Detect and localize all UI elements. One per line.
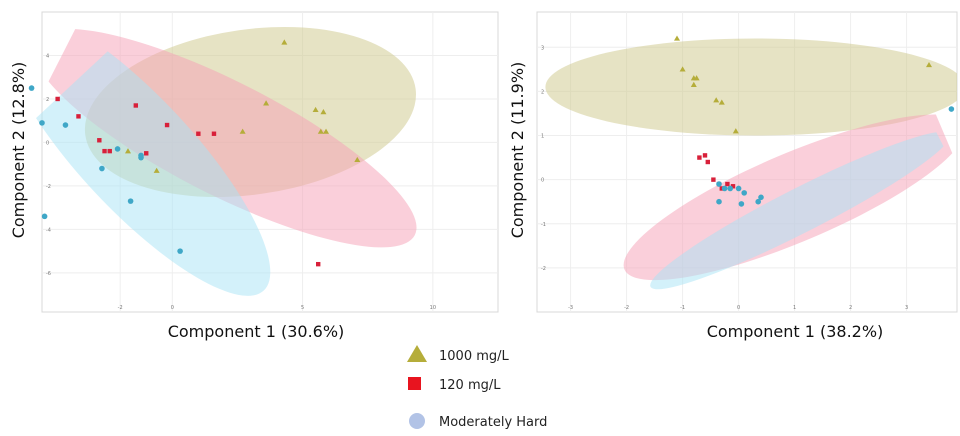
point-moderately-hard [28, 85, 35, 91]
point-1000-mg-l [354, 156, 361, 163]
point-120-mg-l [711, 177, 716, 182]
legend-circle-icon [409, 413, 425, 429]
x-tick-label: 5 [301, 305, 304, 311]
y-tick-label: -4 [46, 227, 51, 233]
point-moderately-hard [62, 122, 69, 128]
point-1000-mg-l [320, 109, 327, 115]
right-plot-ticks: -3 -2 -1 0 1 2 3 3 2 1 0 -1 -2 [541, 45, 908, 311]
point-1000-mg-l [713, 97, 720, 103]
x-tick-label: -1 [680, 305, 685, 311]
y-tick-label: -6 [46, 271, 51, 277]
ellipse-triangle-group [545, 38, 957, 136]
point-120-mg-l [196, 131, 201, 136]
y-tick-label: 1 [541, 134, 544, 140]
left-x-axis-title: Component 1 (30.6%) [168, 322, 345, 341]
left-plot-ticks: -2 0 5 10 4 2 0 -2 -4 -6 [46, 53, 436, 311]
y-tick-label: 3 [541, 45, 544, 51]
point-1000-mg-l [693, 75, 700, 81]
y-tick-label: 4 [46, 53, 49, 59]
legend: 1000 mg/L 120 mg/L Moderately Hard [407, 345, 547, 430]
y-tick-label: -2 [541, 266, 546, 272]
point-1000-mg-l [679, 66, 686, 72]
x-tick-label: 10 [430, 305, 436, 311]
point-1000-mg-l [263, 100, 270, 106]
point-moderately-hard [716, 181, 722, 187]
legend-square-icon [408, 377, 421, 390]
ellipse-circle-group [650, 131, 951, 290]
left-plot-ellipses [1, 10, 417, 296]
point-moderately-hard [741, 190, 747, 196]
point-moderately-hard [755, 198, 761, 205]
point-1000-mg-l [317, 128, 324, 134]
point-moderately-hard [127, 198, 134, 204]
point-1000-mg-l [239, 128, 246, 134]
legend-label-1000: 1000 mg/L [439, 349, 510, 364]
point-1000-mg-l [674, 35, 680, 41]
y-tick-label: 0 [46, 140, 49, 146]
point-120-mg-l [107, 148, 112, 154]
x-tick-label: 0 [171, 305, 174, 311]
right-plot-points [674, 35, 955, 207]
x-tick-label: 2 [849, 305, 852, 311]
point-120-mg-l [102, 148, 107, 154]
point-moderately-hard [177, 248, 183, 254]
point-1000-mg-l [732, 128, 739, 134]
point-1000-mg-l [718, 99, 725, 105]
x-tick-label: 0 [737, 305, 740, 311]
y-tick-label: -1 [541, 222, 546, 228]
point-moderately-hard [721, 185, 728, 192]
left-plot-points [28, 39, 361, 267]
point-120-mg-l [697, 155, 702, 160]
right-y-axis-title: Component 2 (11.9%) [508, 62, 527, 239]
point-120-mg-l [97, 138, 102, 143]
legend-triangle-icon [407, 345, 427, 362]
point-120-mg-l [316, 261, 321, 267]
y-tick-label: 2 [541, 89, 544, 95]
point-120-mg-l [133, 103, 139, 108]
x-tick-label: -3 [568, 305, 573, 311]
point-120-mg-l [705, 159, 710, 165]
point-moderately-hard [114, 146, 121, 152]
left-y-axis-title: Component 2 (12.8%) [9, 62, 28, 239]
point-moderately-hard [138, 154, 144, 161]
point-120-mg-l [55, 96, 60, 102]
point-120-mg-l [164, 122, 170, 128]
point-120-mg-l [702, 153, 708, 158]
point-1000-mg-l [926, 61, 932, 68]
y-tick-label: 2 [46, 97, 49, 103]
point-moderately-hard [758, 194, 764, 201]
point-moderately-hard [39, 120, 45, 126]
point-moderately-hard [738, 201, 745, 207]
point-120-mg-l [725, 181, 730, 187]
x-tick-label: -2 [118, 305, 123, 311]
point-1000-mg-l [312, 106, 319, 113]
point-moderately-hard [41, 213, 48, 220]
right-x-axis-title: Component 1 (38.2%) [707, 322, 884, 341]
y-tick-label: 0 [541, 178, 544, 184]
point-1000-mg-l [153, 167, 160, 173]
x-tick-label: 3 [905, 305, 908, 311]
point-120-mg-l [211, 131, 217, 136]
point-1000-mg-l [281, 39, 288, 45]
right-plot-ellipses [545, 38, 960, 290]
point-moderately-hard [727, 185, 733, 192]
point-1000-mg-l [690, 81, 697, 87]
x-tick-label: 1 [793, 305, 796, 311]
point-120-mg-l [144, 151, 149, 156]
point-1000-mg-l [323, 128, 330, 134]
legend-label-120: 120 mg/L [439, 378, 501, 393]
point-120-mg-l [730, 184, 736, 189]
point-moderately-hard [948, 106, 955, 112]
x-tick-label: -2 [624, 305, 629, 311]
point-moderately-hard [99, 165, 105, 172]
point-1000-mg-l [124, 148, 131, 154]
point-moderately-hard [735, 185, 742, 192]
y-tick-label: -2 [46, 184, 51, 190]
point-120-mg-l [76, 114, 81, 119]
point-moderately-hard [716, 198, 722, 205]
legend-label-moderately-hard: Moderately Hard [439, 415, 547, 430]
